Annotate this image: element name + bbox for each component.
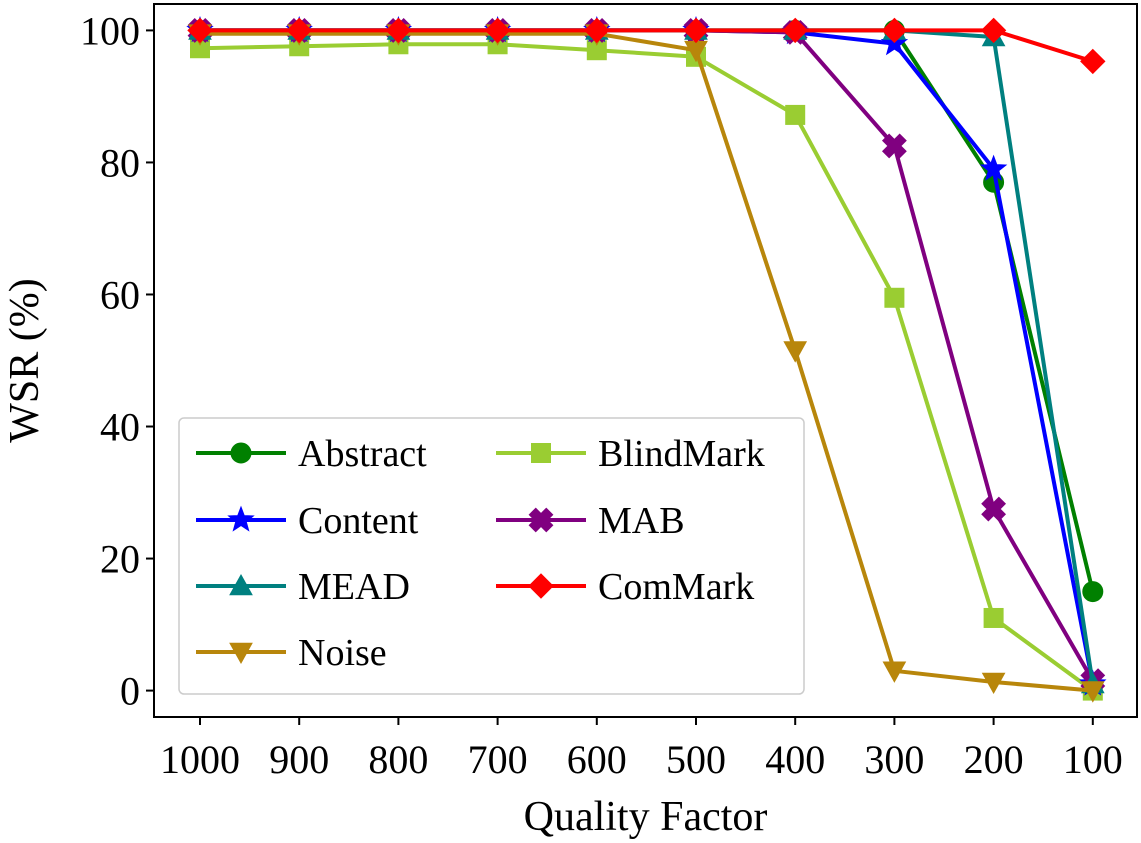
data-point-noise (1080, 681, 1105, 703)
data-point-noise (783, 341, 808, 363)
series-line-blindmark (199, 42, 1094, 693)
legend-label: MEAD (298, 566, 410, 608)
x-tick-label: 300 (864, 737, 924, 782)
x-tick-label: 100 (1063, 737, 1123, 782)
data-point-commark (683, 17, 709, 44)
legend-item-mab: MAB (496, 500, 685, 542)
y-tick-label: 100 (80, 8, 140, 53)
data-point-blindmark (884, 287, 905, 308)
legend-marker-commark (528, 573, 554, 599)
y-tick-label: 80 (100, 140, 140, 185)
data-point-commark (980, 17, 1007, 44)
legend-label: Content (298, 500, 419, 542)
legend-marker-abstract (230, 442, 252, 464)
legend-marker-mead (229, 573, 253, 596)
series-line-commark (200, 28, 1094, 64)
data-point-content (979, 154, 1008, 181)
data-point-mab (881, 133, 907, 159)
legend-label: Abstract (298, 433, 427, 475)
data-point-abstract (1082, 581, 1104, 603)
x-axis-label: Quality Factor (524, 794, 768, 840)
plot-area (186, 15, 1107, 703)
data-point-commark (1080, 48, 1106, 75)
legend-item-content: Content (196, 500, 419, 542)
x-tick-label: 1000 (160, 737, 240, 782)
x-tick-label: 800 (368, 737, 428, 782)
legend: Abstract Content MEAD Noise BlindMark MAB ComM… (178, 417, 805, 695)
legend-marker-blindmark (531, 443, 551, 463)
data-point-noise (882, 661, 907, 683)
x-tick-label: 900 (269, 737, 329, 782)
data-point-commark (187, 17, 213, 44)
data-point-commark (782, 17, 808, 44)
legend-item-mead: MEAD (196, 566, 410, 608)
y-tick-label: 20 (100, 537, 140, 582)
data-point-commark (584, 17, 610, 44)
series-commark (187, 17, 1106, 75)
x-tick-label: 400 (765, 737, 825, 782)
series-line-noise (200, 31, 1093, 693)
data-point-commark (385, 17, 412, 44)
y-tick-label: 0 (120, 669, 140, 714)
data-point-mab (981, 496, 1007, 522)
data-point-noise (981, 672, 1006, 695)
data-point-commark (881, 17, 908, 44)
legend-marker-content (227, 505, 255, 532)
data-point-commark (286, 17, 312, 44)
axis-ticks: 1000 900 800 700 600 500 400 300 200 100020406080… (80, 8, 1123, 782)
data-point-blindmark (983, 607, 1004, 628)
legend-item-commark: ComMark (496, 566, 754, 608)
x-tick-label: 600 (567, 737, 627, 782)
y-axis-label: WSR (%) (2, 278, 48, 442)
y-tick-label: 40 (100, 405, 140, 450)
legend-marker-mab (528, 507, 554, 533)
x-tick-label: 200 (964, 737, 1024, 782)
legend-label: Noise (298, 632, 387, 674)
x-tick-label: 500 (666, 737, 726, 782)
legend-label: BlindMark (598, 433, 765, 475)
data-point-commark (484, 17, 511, 44)
legend-label: MAB (598, 500, 685, 542)
legend-item-blindmark: BlindMark (496, 433, 765, 475)
data-point-blindmark (785, 104, 806, 125)
legend-item-noise: Noise (196, 632, 387, 674)
y-tick-label: 60 (100, 272, 140, 317)
x-tick-label: 700 (468, 737, 528, 782)
legend-marker-noise (229, 642, 253, 665)
legend-box (178, 417, 805, 695)
legend-item-abstract: Abstract (196, 433, 427, 475)
legend-label: ComMark (598, 566, 754, 608)
plot-frame (153, 3, 1138, 718)
